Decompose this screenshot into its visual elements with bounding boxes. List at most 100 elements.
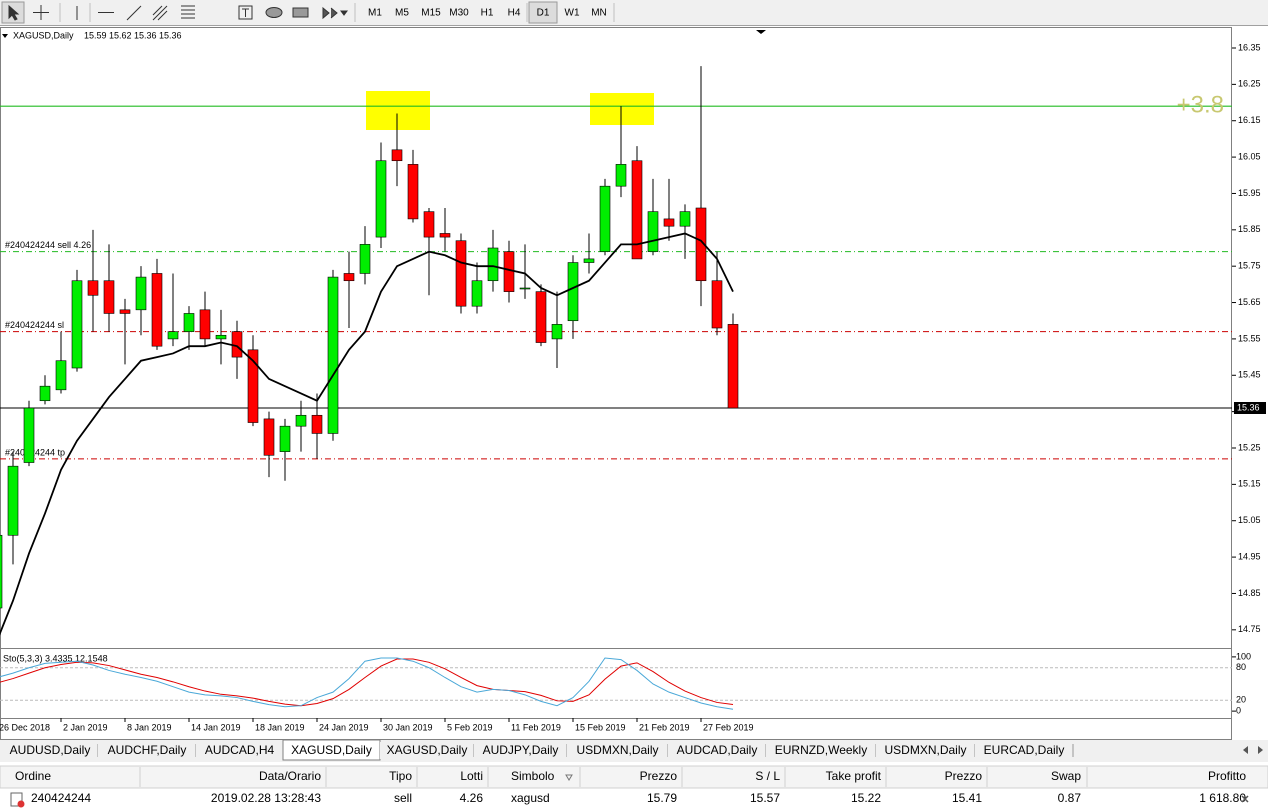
y-tick-label: 15.25 <box>1238 442 1261 452</box>
dropdown[interactable] <box>340 10 348 16</box>
column-header[interactable]: Prezzo <box>640 769 678 783</box>
column-header[interactable]: Take profit <box>826 769 882 783</box>
tab[interactable] <box>668 742 766 759</box>
tab-scroll[interactable] <box>1243 746 1263 754</box>
candle-body <box>71 280 83 369</box>
tab-label[interactable]: AUDCAD,Daily <box>677 743 758 757</box>
table-cell: xagusd <box>511 791 550 805</box>
column-header[interactable]: Ordine <box>15 769 51 783</box>
tab[interactable] <box>2 742 98 759</box>
moving-average <box>0 232 734 636</box>
stochastic-tick-label: 80 <box>1236 662 1246 672</box>
crosshair-tool[interactable] <box>33 5 49 20</box>
candle-body <box>695 207 707 282</box>
channel-tool[interactable] <box>152 5 168 21</box>
table-cell: 0.87 <box>1058 791 1082 805</box>
y-tick-label: 15.65 <box>1238 297 1261 307</box>
order-level-label: #240424244 sl <box>5 320 64 330</box>
column-header[interactable]: Data/Orario <box>259 769 321 783</box>
x-tick-label: 2 Jan 2019 <box>63 722 108 732</box>
highlight-box <box>366 91 430 130</box>
order-level-label: #240424244 tp <box>5 447 65 457</box>
timeframe-bar: M1 M5 M15 M30 H1 H4 D1 W1 MN <box>368 1 607 24</box>
cursor-icon <box>8 4 20 21</box>
tab[interactable] <box>876 742 975 759</box>
tab-label[interactable]: XAGUSD,Daily <box>291 743 372 757</box>
ohlc-value: 15.59 <box>84 30 107 40</box>
trade-table: Ordine Data/Orario Tipo Lotti Simbolo Prezzo S… <box>15 767 1246 805</box>
timeframe-button[interactable] <box>528 1 558 24</box>
x-tick-label: 14 Jan 2019 <box>191 722 241 732</box>
rect-tool[interactable] <box>292 7 309 18</box>
timeframe-label[interactable]: MN <box>591 8 607 19</box>
toolbar-separators <box>59 3 615 22</box>
column-header[interactable]: Lotti <box>460 769 483 783</box>
column-header[interactable]: Profitto <box>1208 769 1246 783</box>
tab[interactable] <box>474 742 567 759</box>
column-header[interactable]: Swap <box>1051 769 1081 783</box>
column-header[interactable]: S / L <box>755 769 780 783</box>
column-header[interactable]: Prezzo <box>945 769 983 783</box>
timeframe-label[interactable]: H4 <box>508 8 521 19</box>
tab[interactable] <box>196 742 283 759</box>
timeframe-label[interactable]: M30 <box>449 8 469 19</box>
candle-body <box>663 218 675 227</box>
tab[interactable] <box>98 742 196 759</box>
y-tick-label: 15.85 <box>1238 224 1261 234</box>
ellipse-tool[interactable] <box>265 7 283 18</box>
order-level-label: #240424244 sell 4.26 <box>5 240 91 250</box>
tab-label[interactable]: AUDCAD,H4 <box>205 743 275 757</box>
close-order[interactable] <box>1241 795 1249 803</box>
candle-body <box>199 309 211 340</box>
tab[interactable] <box>567 742 668 759</box>
x-tick-label: 11 Feb 2019 <box>511 722 561 732</box>
tab[interactable] <box>766 742 876 759</box>
candle-body <box>471 280 483 307</box>
candle-body <box>727 324 739 409</box>
candle-body <box>135 276 147 311</box>
arrow-tool[interactable] <box>322 6 338 20</box>
x-tick-label: 30 Jan 2019 <box>383 722 433 732</box>
y-tick-label: 16.05 <box>1238 151 1261 161</box>
tab-label[interactable]: AUDCHF,Daily <box>108 743 187 757</box>
timeframe-label[interactable]: W1 <box>565 8 580 19</box>
y-tick-label: 15.55 <box>1238 333 1261 343</box>
stochastic-main <box>0 657 734 710</box>
table-cell: sell <box>394 791 412 805</box>
table-cell: 15.57 <box>750 791 780 805</box>
tab-label[interactable]: AUDUSD,Daily <box>10 743 91 757</box>
stochastic-tick-label: 20 <box>1236 695 1246 705</box>
candle-body <box>375 160 387 238</box>
tab[interactable] <box>380 742 474 759</box>
tab-label[interactable]: USDMXN,Daily <box>884 743 966 757</box>
trendline-tool[interactable] <box>126 5 142 21</box>
y-tick-label: 15.05 <box>1238 515 1261 525</box>
column-header[interactable]: Simbolo <box>511 769 555 783</box>
x-tick-label: 26 Dec 2018 <box>0 722 50 732</box>
tab[interactable] <box>975 742 1073 759</box>
candle-body <box>439 233 451 238</box>
candle-body <box>503 251 515 292</box>
tab-label[interactable]: EURCAD,Daily <box>984 743 1065 757</box>
table-cell: 15.79 <box>647 791 677 805</box>
candle-body <box>263 418 275 456</box>
x-tick-label: 15 Feb 2019 <box>575 722 626 732</box>
timeframe-label[interactable]: H1 <box>481 8 494 19</box>
timeframe-label[interactable]: M1 <box>368 8 382 19</box>
timeframe-label[interactable]: D1 <box>537 8 550 19</box>
candle-body <box>423 211 435 238</box>
tab-label[interactable]: USDMXN,Daily <box>576 743 658 757</box>
column-header[interactable]: Tipo <box>389 769 412 783</box>
fibo-tool[interactable] <box>181 5 195 19</box>
candle-body <box>103 280 115 314</box>
tab-label[interactable]: XAGUSD,Daily <box>387 743 468 757</box>
text-tool[interactable] <box>238 5 253 20</box>
timeframe-label[interactable]: M15 <box>421 8 441 19</box>
tab-label[interactable]: AUDJPY,Daily <box>483 743 559 757</box>
timeframe-label[interactable]: M5 <box>395 8 409 19</box>
candle-body <box>647 211 659 252</box>
tab-label[interactable]: EURNZD,Weekly <box>775 743 867 757</box>
text-icon <box>242 8 249 17</box>
